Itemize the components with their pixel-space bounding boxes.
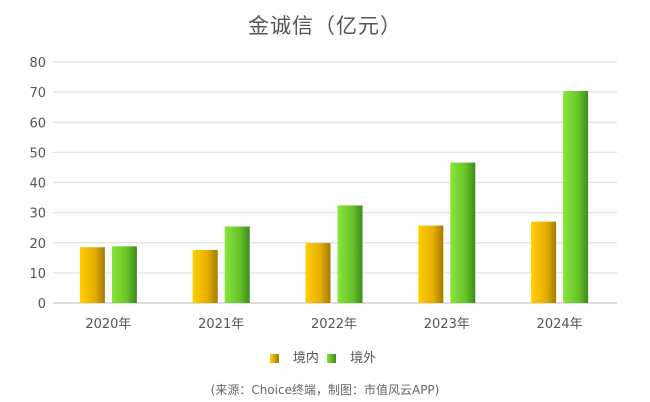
source-note: (来源：Choice终端，制图：市值风云APP)	[210, 383, 440, 397]
y-tick-label: 20	[29, 237, 46, 252]
legend-label-overseas: 境外	[350, 351, 377, 366]
x-tick-label: 2023年	[424, 317, 470, 332]
chart-title: 金诚信（亿元）	[248, 14, 402, 38]
bar-domestic-2022年	[305, 243, 331, 303]
bar-domestic-2021年	[192, 249, 218, 303]
legend: 境内 境外	[0, 347, 650, 366]
bar-overseas-2020年	[111, 246, 137, 303]
y-tick-label: 0	[38, 297, 46, 312]
legend-swatch-domestic	[269, 354, 279, 363]
legend-label-domestic: 境内	[292, 351, 319, 366]
bar-overseas-2023年	[450, 162, 476, 303]
y-tick-label: 50	[29, 146, 46, 161]
bar-overseas-2021年	[224, 226, 250, 303]
y-tick-label: 10	[29, 267, 46, 282]
bar-overseas-2024年	[563, 90, 589, 303]
bar-domestic-2024年	[531, 221, 557, 303]
bar-overseas-2022年	[337, 205, 363, 303]
y-tick-label: 30	[29, 207, 46, 222]
x-tick-label: 2021年	[198, 317, 244, 332]
x-tick-label: 2022年	[311, 317, 357, 332]
legend-swatch-overseas	[327, 354, 337, 363]
y-tick-label: 70	[29, 86, 46, 101]
y-tick-label: 40	[29, 177, 46, 192]
y-tick-label: 60	[29, 116, 46, 131]
bar-domestic-2020年	[79, 247, 105, 303]
y-tick-label: 80	[29, 56, 46, 71]
bar-domestic-2023年	[418, 225, 444, 303]
bar-chart: 0 10 20 30 40 50 60 70 80 2020年 2021年 2022年 2023年 202…	[29, 56, 617, 332]
x-tick-label: 2020年	[85, 317, 131, 332]
x-tick-label: 2024年	[537, 317, 583, 332]
